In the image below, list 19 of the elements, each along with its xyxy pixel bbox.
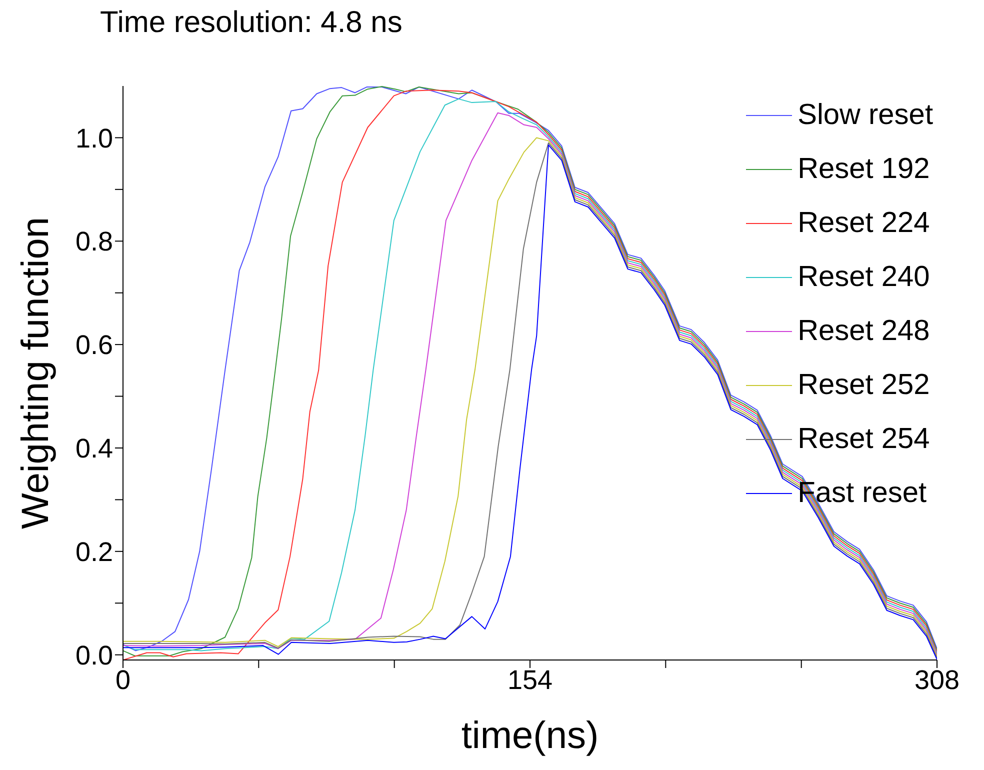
y-axis-title: Weighting function bbox=[15, 217, 57, 529]
x-tick-label: 308 bbox=[914, 665, 960, 696]
x-tick-label: 154 bbox=[507, 665, 553, 696]
y-tick-label: 1.0 bbox=[75, 123, 113, 154]
chart-title: Time resolution: 4.8 ns bbox=[100, 6, 402, 40]
legend-label: Reset 240 bbox=[798, 260, 930, 294]
x-axis-title: time(ns) bbox=[461, 715, 599, 757]
y-tick-label: 0.6 bbox=[75, 330, 113, 360]
x-tick-label: 0 bbox=[115, 665, 131, 696]
y-tick-label: 0.0 bbox=[75, 640, 113, 670]
legend-label: Slow reset bbox=[798, 98, 933, 132]
legend-label: Reset 248 bbox=[798, 314, 930, 348]
y-tick-label: 0.4 bbox=[75, 434, 113, 464]
legend-label: Reset 254 bbox=[798, 422, 930, 456]
legend-label: Reset 224 bbox=[798, 206, 930, 240]
y-tick-label: 0.2 bbox=[75, 536, 113, 567]
legend-label: Reset 192 bbox=[798, 152, 930, 186]
y-tick-label: 0.8 bbox=[75, 226, 113, 257]
legend-label: Reset 252 bbox=[798, 368, 930, 402]
